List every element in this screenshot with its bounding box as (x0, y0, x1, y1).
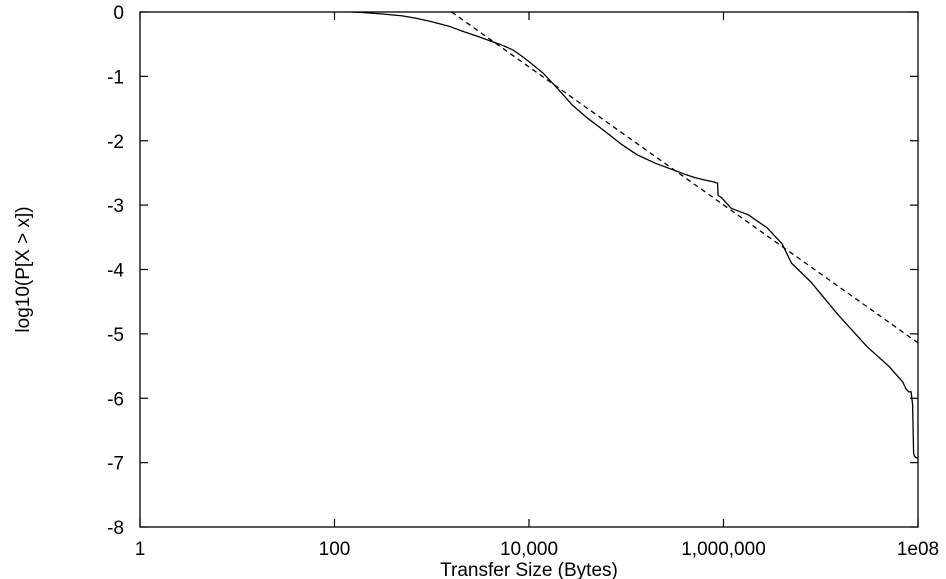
fit-line-dashed (451, 11, 919, 344)
y-tick-label: -4 (107, 261, 124, 282)
y-axis: 0 -1 -2 -3 -4 -5 -6 -7 -8 (107, 3, 918, 539)
y-tick-label: -3 (107, 196, 124, 217)
ccdf-line-solid (351, 11, 919, 459)
x-axis: 1 100 10,000 1,000,000 1e08 (135, 12, 939, 560)
x-tick-label: 1e08 (897, 539, 939, 560)
x-tick-label: 10,000 (500, 539, 558, 560)
x-tick-label: 1 (135, 539, 146, 560)
y-tick-label: -8 (107, 518, 124, 539)
y-axis-title: log10(P[X > x]) (13, 206, 34, 332)
x-axis-title: Transfer Size (Bytes) (440, 560, 618, 579)
x-tick-label: 1,000,000 (681, 539, 766, 560)
y-tick-label: -1 (107, 67, 124, 88)
series-layer (351, 11, 919, 459)
y-tick-label: -2 (107, 132, 124, 153)
y-tick-label: -6 (107, 389, 124, 410)
y-tick-label: -5 (107, 325, 124, 346)
y-tick-label: 0 (113, 3, 124, 24)
y-tick-label: -7 (107, 454, 124, 475)
plot-area-frame (139, 11, 919, 528)
x-tick-label: 100 (319, 539, 351, 560)
